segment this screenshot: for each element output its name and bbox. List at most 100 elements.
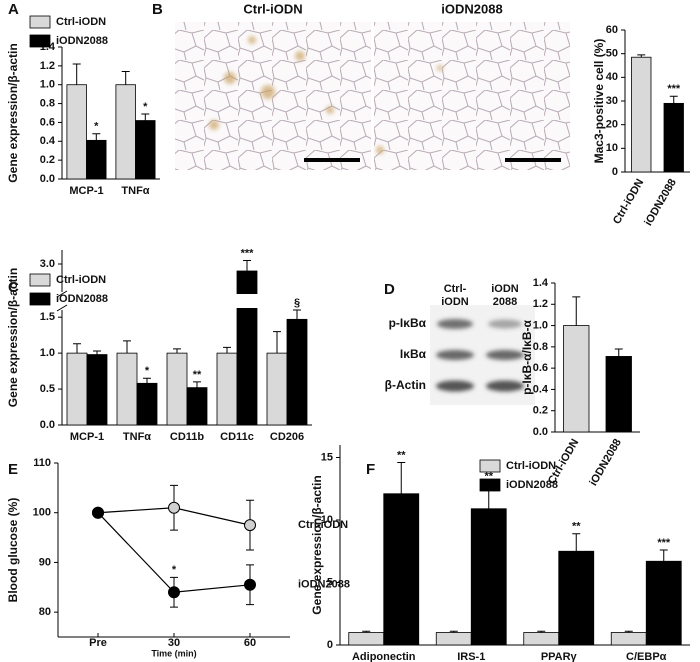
error-bar: [72, 63, 81, 85]
legend-label: Ctrl-iODN: [506, 460, 556, 472]
series-label: iODN2088: [298, 579, 350, 591]
image-label: iODN2088: [441, 1, 502, 16]
y-tick-label: 80: [39, 606, 51, 618]
y-tick-label: 0.6: [533, 362, 548, 374]
y-tick-label: 0.0: [40, 419, 55, 431]
error-bar: [572, 533, 581, 552]
error-bar: [362, 630, 371, 633]
legend-label: Ctrl-iODN: [56, 16, 106, 28]
legend-label: iODN2088: [56, 35, 108, 47]
y-tick-label: 10: [321, 514, 333, 526]
legend-swatch: [479, 459, 501, 473]
legend-swatch: [29, 273, 51, 287]
y-tick-label: 60: [606, 24, 618, 36]
y-tick-label: 0.8: [40, 97, 55, 109]
y-tick-label: 30: [606, 95, 618, 107]
x-tick-label: CD206: [270, 431, 304, 443]
blot-column-label: 2088: [493, 296, 517, 308]
bar: [216, 352, 238, 426]
error-bar: [397, 462, 406, 494]
x-tick-label: MCP-1: [69, 185, 103, 197]
x-tick-label: PPARγ: [541, 651, 578, 662]
y-tick-label: 0: [612, 166, 618, 178]
marker: [168, 586, 180, 599]
y-axis-label: Gene expression/β-actin: [310, 475, 324, 614]
y-tick-label: 0.4: [40, 135, 56, 147]
x-tick-label: C/EBPα: [626, 651, 667, 662]
error-bar: [193, 381, 201, 388]
marker: [244, 578, 256, 591]
error-bar: [93, 350, 101, 355]
blot-column-label: iODN: [441, 296, 469, 308]
blot-bands: [436, 319, 524, 392]
bar: [348, 632, 385, 646]
y-tick-label: 1.4: [533, 277, 549, 289]
bar: [435, 632, 472, 646]
significance: ***: [241, 247, 255, 259]
blot-column-label: Ctrl-: [444, 283, 467, 295]
x-tick-label: Ctrl-iODN: [611, 177, 646, 226]
axis-break: [56, 304, 68, 312]
y-tick-label: 0.6: [40, 116, 55, 128]
x-tick-label: Adiponectin: [352, 651, 416, 662]
bar: [663, 102, 684, 173]
error-bar: [614, 348, 623, 357]
error-bar: [537, 630, 546, 633]
panel-letter: E: [8, 461, 18, 478]
bar: [605, 356, 632, 433]
error-bar: [637, 54, 646, 58]
error-bar: [141, 113, 150, 121]
y-tick-label: 0.2: [533, 405, 548, 417]
significance: ***: [657, 537, 671, 549]
y-tick-label: 0.0: [533, 426, 548, 438]
bar: [86, 139, 107, 180]
bar: [116, 352, 138, 426]
y-tick-label: 1.5: [40, 311, 55, 323]
legend-label: iODN2088: [506, 479, 558, 491]
bar: [523, 632, 560, 646]
error-bar: [572, 296, 581, 326]
y-tick-label: 0.2: [40, 154, 55, 166]
bar: [558, 550, 595, 646]
y-tick-label: 20: [606, 119, 618, 131]
series-label: Ctrl-iODN: [298, 519, 348, 531]
legend-swatch: [479, 478, 501, 492]
y-tick-label: 0.5: [40, 383, 55, 395]
bar: [610, 632, 647, 646]
x-tick-label: iODN2088: [587, 437, 623, 488]
y-tick-label: 5: [327, 576, 333, 588]
x-tick-label: TNFα: [121, 185, 149, 197]
significance: ***: [667, 83, 681, 95]
y-tick-label: 1.0: [533, 319, 548, 331]
bar: [86, 354, 108, 426]
blot-row-label: IκBα: [400, 347, 427, 361]
y-tick-label: 0.4: [533, 383, 549, 395]
bar: [631, 56, 652, 173]
y-tick-label: 1.0: [40, 79, 55, 91]
y-tick-label: 3.0: [40, 258, 55, 270]
legend-swatch: [29, 15, 51, 29]
error-bar: [624, 630, 633, 633]
blot-column-label: iODN: [491, 283, 519, 295]
error-bar: [173, 348, 181, 354]
y-tick-label: 0.8: [533, 341, 548, 353]
panel-letter: A: [8, 1, 19, 18]
stain: [209, 36, 443, 154]
bar-break: [235, 294, 259, 308]
error-bar: [449, 630, 458, 633]
y-tick-label: 50: [606, 48, 618, 60]
error-bar: [659, 549, 668, 562]
bar: [115, 84, 136, 180]
bar: [135, 120, 156, 180]
error-bar: [223, 346, 231, 354]
bar: [136, 382, 158, 426]
panel-letter: F: [366, 461, 375, 478]
western-blot: [430, 305, 535, 405]
x-axis-label: Time (min): [151, 648, 196, 658]
bar: [563, 325, 590, 433]
x-tick-label: TNFα: [123, 431, 151, 443]
legend-label: Ctrl-iODN: [56, 274, 106, 286]
x-tick-label: Pre: [89, 637, 107, 649]
y-axis-label: p-IκB-α/IκB-α: [520, 319, 534, 394]
y-tick-label: 40: [606, 71, 618, 83]
